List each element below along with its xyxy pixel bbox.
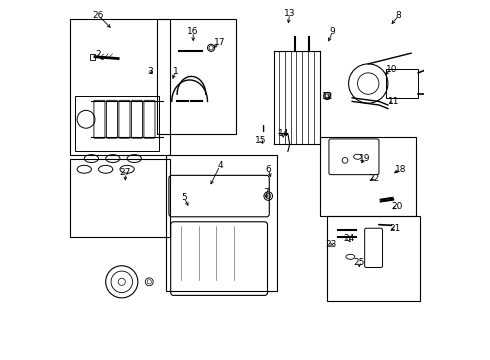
Text: 5: 5 <box>181 193 187 202</box>
Text: 18: 18 <box>394 165 406 174</box>
Text: 8: 8 <box>396 11 401 20</box>
Text: 26: 26 <box>93 11 104 20</box>
Text: 7: 7 <box>263 188 269 197</box>
Text: 9: 9 <box>330 27 335 36</box>
Text: 16: 16 <box>188 27 199 36</box>
Text: 27: 27 <box>120 168 131 177</box>
Bar <box>75 96 159 152</box>
Text: 19: 19 <box>359 154 370 163</box>
Text: 21: 21 <box>390 224 401 233</box>
Text: 12: 12 <box>321 91 333 100</box>
Text: 20: 20 <box>391 202 402 211</box>
Bar <box>386 69 418 98</box>
Text: 23: 23 <box>325 240 337 249</box>
Bar <box>167 155 277 291</box>
Text: 10: 10 <box>386 65 397 74</box>
Text: 14: 14 <box>278 129 289 138</box>
Text: 13: 13 <box>284 9 295 18</box>
Bar <box>320 137 416 216</box>
Text: 17: 17 <box>214 38 226 47</box>
Text: 15: 15 <box>255 136 267 145</box>
Bar <box>157 19 236 134</box>
Text: 24: 24 <box>343 234 354 243</box>
Text: 22: 22 <box>368 174 379 183</box>
Text: 25: 25 <box>354 258 365 267</box>
Text: 6: 6 <box>266 165 271 174</box>
Text: 3: 3 <box>147 67 153 76</box>
Bar <box>327 216 420 301</box>
Text: 4: 4 <box>217 161 223 170</box>
Bar <box>70 158 170 237</box>
Text: 1: 1 <box>172 67 178 76</box>
Bar <box>90 54 95 60</box>
Text: 2: 2 <box>96 50 101 59</box>
Text: 11: 11 <box>388 97 399 106</box>
Bar <box>70 19 170 155</box>
